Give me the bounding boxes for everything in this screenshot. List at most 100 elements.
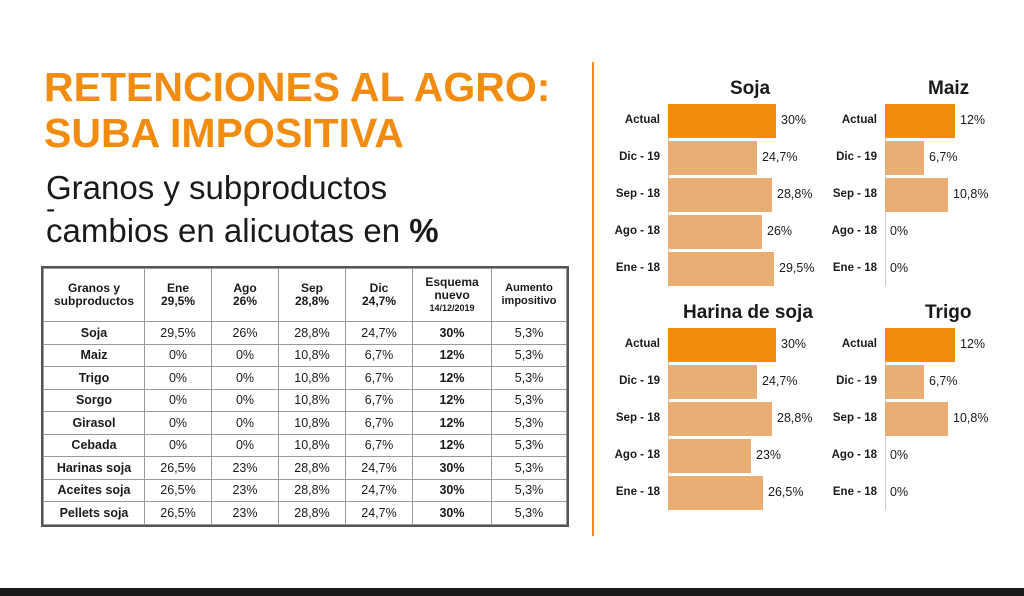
bar xyxy=(668,215,762,249)
table-cell: 6,7% xyxy=(345,388,413,412)
table-cell: 12% xyxy=(412,433,492,457)
table-cell: 0% xyxy=(211,433,279,457)
table-row: Girasol 0% 0% 10,8% 6,7% 12% 5,3% xyxy=(43,411,567,435)
table-cell: 0% xyxy=(144,388,212,412)
data-label: 10,8% xyxy=(953,411,989,425)
table-row: Harinas soja 26,5% 23% 28,8% 24,7% 30% 5,3% xyxy=(43,456,567,480)
table-cell: 26,5% xyxy=(144,478,212,502)
data-label: 28,8% xyxy=(777,411,813,425)
bar xyxy=(885,365,924,399)
row-label: Sorgo xyxy=(43,388,145,412)
data-label: 0% xyxy=(890,261,909,275)
bar xyxy=(668,104,776,138)
table-cell: 26,5% xyxy=(144,501,212,525)
table-row: Trigo 0% 0% 10,8% 6,7% 12% 5,3% xyxy=(43,366,567,390)
category-label: Ago - 18 xyxy=(614,449,660,461)
data-label: 0% xyxy=(890,224,909,238)
subtitle-line-1: Granos y subproductos xyxy=(46,169,388,206)
category-label: Actual xyxy=(624,114,660,126)
bar xyxy=(668,439,751,473)
table-row: Aceites soja 26,5% 23% 28,8% 24,7% 30% 5,3% xyxy=(43,478,567,502)
table-cell: 5,3% xyxy=(491,411,567,435)
table-cell: 0% xyxy=(144,433,212,457)
row-label: Soja xyxy=(43,321,145,345)
bar xyxy=(885,141,924,175)
category-label: Actual xyxy=(624,338,660,350)
bar xyxy=(668,365,757,399)
bar xyxy=(885,178,948,212)
data-label: 30% xyxy=(781,113,807,127)
table-cell: 24,7% xyxy=(345,456,413,480)
table-row: Cebada 0% 0% 10,8% 6,7% 12% 5,3% xyxy=(43,433,567,457)
bar xyxy=(885,104,955,138)
row-label: Harinas soja xyxy=(43,456,145,480)
header-aumento: Aumento impositivo xyxy=(491,268,567,322)
data-label: 6,7% xyxy=(929,150,958,164)
category-label: Dic - 19 xyxy=(619,151,660,163)
chart-title: Maiz xyxy=(928,78,970,99)
table-cell: 23% xyxy=(211,456,279,480)
header-granos: Granos y subproductos xyxy=(43,268,145,322)
chart-title: Trigo xyxy=(925,302,972,323)
category-label: Dic - 19 xyxy=(836,375,877,387)
data-label: 10,8% xyxy=(953,187,989,201)
bar xyxy=(668,141,757,175)
table-cell: 10,8% xyxy=(278,366,346,390)
table-cell: 0% xyxy=(144,343,212,367)
table-cell: 12% xyxy=(412,388,492,412)
table-cell: 5,3% xyxy=(491,321,567,345)
table-cell: 0% xyxy=(211,343,279,367)
table-cell: 5,3% xyxy=(491,388,567,412)
table-cell: 30% xyxy=(412,501,492,525)
vertical-divider xyxy=(592,62,594,536)
subtitle: Granos y subproductos - cambios en alicu… xyxy=(46,166,439,252)
row-label: Girasol xyxy=(43,411,145,435)
table-cell: 28,8% xyxy=(278,456,346,480)
header-esquema: Esquema nuevo 14/12/2019 xyxy=(412,268,492,322)
category-label: Ene - 18 xyxy=(615,262,660,274)
table-cell: 0% xyxy=(211,411,279,435)
data-label: 0% xyxy=(890,485,909,499)
bar xyxy=(668,476,763,510)
table-cell: 5,3% xyxy=(491,366,567,390)
category-label: Sep - 18 xyxy=(615,412,660,424)
data-label: 23% xyxy=(756,448,782,462)
table-cell: 28,8% xyxy=(278,501,346,525)
table-cell: 23% xyxy=(211,478,279,502)
category-label: Sep - 18 xyxy=(832,188,877,200)
category-label: Ago - 18 xyxy=(831,449,877,461)
table-cell: 29,5% xyxy=(144,321,212,345)
headline-line-1: RETENCIONES AL AGRO: xyxy=(44,64,551,110)
category-label: Actual xyxy=(841,114,877,126)
headline: RETENCIONES AL AGRO: SUBA IMPOSITIVA xyxy=(44,64,550,156)
row-label: Cebada xyxy=(43,433,145,457)
table-cell: 10,8% xyxy=(278,411,346,435)
table-cell: 28,8% xyxy=(278,478,346,502)
table-cell: 0% xyxy=(211,388,279,412)
bar xyxy=(668,328,776,362)
table-cell: 24,7% xyxy=(345,478,413,502)
table-cell: 6,7% xyxy=(345,366,413,390)
data-label: 24,7% xyxy=(762,150,798,164)
chart-title: Soja xyxy=(730,78,771,99)
table-cell: 30% xyxy=(412,456,492,480)
bar xyxy=(668,402,772,436)
table-cell: 6,7% xyxy=(345,411,413,435)
data-label: 6,7% xyxy=(929,374,958,388)
chart-title: Harina de soja xyxy=(683,302,813,323)
table-cell: 12% xyxy=(412,411,492,435)
category-label: Dic - 19 xyxy=(836,151,877,163)
subtitle-percent-sign: % xyxy=(409,212,439,249)
footer-bar xyxy=(0,588,1024,596)
table-row: Pellets soja 26,5% 23% 28,8% 24,7% 30% 5,3% xyxy=(43,501,567,525)
data-label: 0% xyxy=(890,448,909,462)
bar xyxy=(668,178,772,212)
data-table: Granos y subproductos Ene 29,5% Ago 26% Sep… xyxy=(41,266,569,527)
table-cell: 5,3% xyxy=(491,343,567,367)
row-label: Maiz xyxy=(43,343,145,367)
subtitle-line-2: - cambios en alicuotas en % xyxy=(46,193,439,252)
table-cell: 28,8% xyxy=(278,321,346,345)
table-cell: 23% xyxy=(211,501,279,525)
table-cell: 0% xyxy=(144,411,212,435)
bar xyxy=(668,252,774,286)
